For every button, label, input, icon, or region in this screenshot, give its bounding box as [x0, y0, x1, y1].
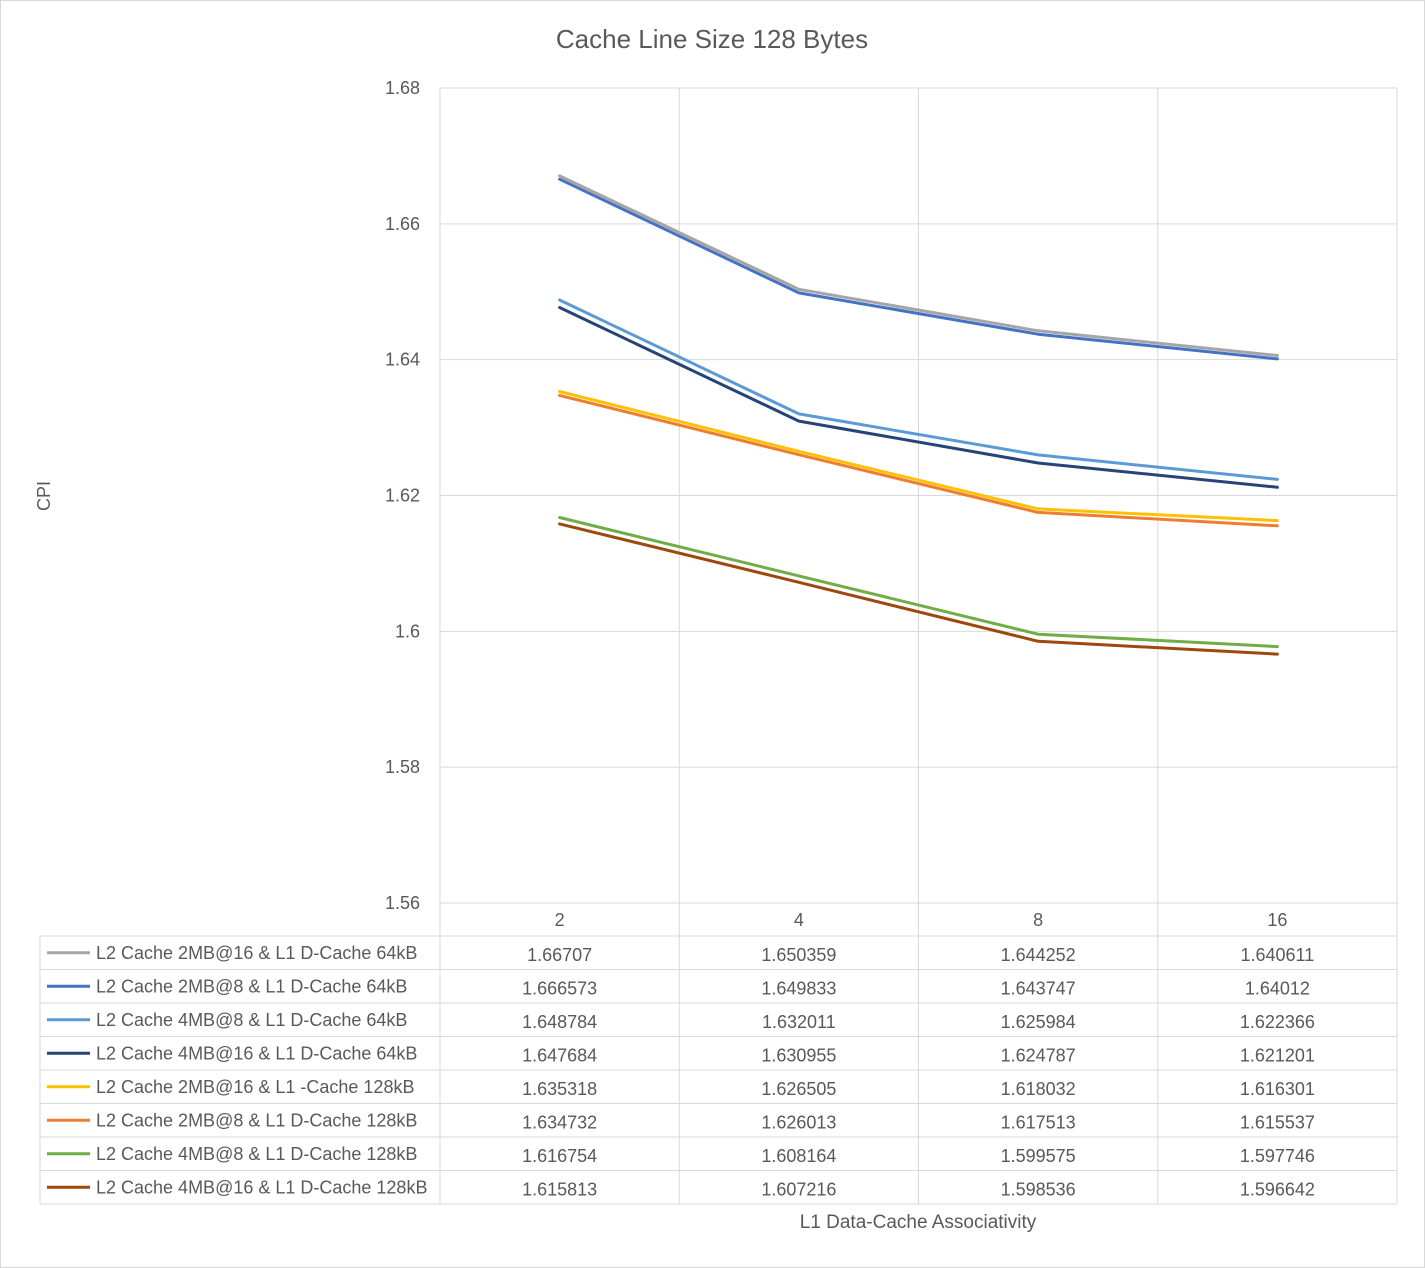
legend-label: L2 Cache 2MB@16 & L1 D-Cache 64kB — [96, 943, 417, 963]
y-axis-label: CPI — [34, 481, 54, 511]
y-tick-label: 1.68 — [385, 78, 420, 98]
legend-label: L2 Cache 2MB@16 & L1 -Cache 128kB — [96, 1077, 414, 1097]
y-tick-label: 1.56 — [385, 893, 420, 913]
legend-label: L2 Cache 2MB@8 & L1 D-Cache 64kB — [96, 976, 407, 996]
series-line — [558, 177, 1279, 361]
data-table-cell: 1.616754 — [522, 1146, 597, 1166]
data-table-cell: 1.617513 — [1001, 1112, 1076, 1132]
chart-title: Cache Line Size 128 Bytes — [556, 24, 868, 54]
data-table-cell: 1.596642 — [1240, 1179, 1315, 1199]
x-tick-label: 8 — [1033, 910, 1043, 930]
data-table-cell: 1.632011 — [762, 1012, 836, 1032]
data-table-cell: 1.615813 — [522, 1179, 597, 1199]
data-table-cell: 1.647684 — [522, 1045, 597, 1065]
series-line — [558, 522, 1279, 656]
data-table-cell: 1.597746 — [1240, 1146, 1315, 1166]
data-table-cell: 1.666573 — [522, 978, 597, 998]
series-line — [558, 174, 1279, 357]
y-tick-label: 1.62 — [385, 486, 420, 506]
x-tick-label: 16 — [1267, 910, 1287, 930]
x-axis-label: L1 Data-Cache Associativity — [800, 1212, 1037, 1233]
y-tick-label: 1.58 — [385, 757, 420, 777]
data-table-cell: 1.598536 — [1001, 1179, 1076, 1199]
data-table-cell: 1.625984 — [1001, 1012, 1076, 1032]
data-table-cell: 1.650359 — [761, 945, 836, 965]
data-table-cell: 1.66707 — [527, 945, 592, 965]
data-table-cell: 1.624787 — [1001, 1045, 1076, 1065]
series-line — [558, 298, 1279, 481]
data-table-cell: 1.649833 — [761, 978, 836, 998]
data-table-cell: 1.634732 — [522, 1112, 597, 1132]
data-table-cell: 1.640611 — [1241, 945, 1315, 965]
data-table-cell: 1.616301 — [1240, 1079, 1315, 1099]
y-tick-label: 1.64 — [385, 350, 420, 370]
legend-label: L2 Cache 4MB@8 & L1 D-Cache 128kB — [96, 1144, 417, 1164]
data-table-cell: 1.630955 — [761, 1045, 836, 1065]
y-tick-label: 1.6 — [395, 621, 420, 641]
x-tick-label: 2 — [555, 910, 565, 930]
data-table-cell: 1.626013 — [761, 1112, 836, 1132]
y-tick-label: 1.66 — [385, 214, 420, 234]
series-line — [558, 306, 1279, 489]
legend-label: L2 Cache 4MB@16 & L1 D-Cache 128kB — [96, 1177, 427, 1197]
data-table-cell: 1.618032 — [1001, 1079, 1076, 1099]
data-table-cell: 1.608164 — [761, 1146, 836, 1166]
data-table-cell: 1.64012 — [1245, 978, 1310, 998]
legend-label: L2 Cache 4MB@16 & L1 D-Cache 64kB — [96, 1043, 417, 1063]
data-table-cell: 1.648784 — [522, 1012, 597, 1032]
data-table-cell: 1.621201 — [1240, 1045, 1315, 1065]
data-table-cell: 1.599575 — [1001, 1146, 1076, 1166]
x-tick-label: 4 — [794, 910, 804, 930]
data-table-cell: 1.643747 — [1001, 978, 1076, 998]
legend-label: L2 Cache 4MB@8 & L1 D-Cache 64kB — [96, 1010, 407, 1030]
series-line — [558, 516, 1279, 649]
data-table-cell: 1.615537 — [1240, 1112, 1315, 1132]
data-table-cell: 1.622366 — [1240, 1012, 1315, 1032]
series-line — [558, 390, 1279, 523]
series-line — [558, 393, 1279, 528]
legend-label: L2 Cache 2MB@8 & L1 D-Cache 128kB — [96, 1110, 417, 1130]
data-table-cell: 1.644252 — [1001, 945, 1076, 965]
data-table-cell: 1.626505 — [761, 1079, 836, 1099]
data-table-cell: 1.635318 — [522, 1079, 597, 1099]
data-table-cell: 1.607216 — [761, 1179, 836, 1199]
